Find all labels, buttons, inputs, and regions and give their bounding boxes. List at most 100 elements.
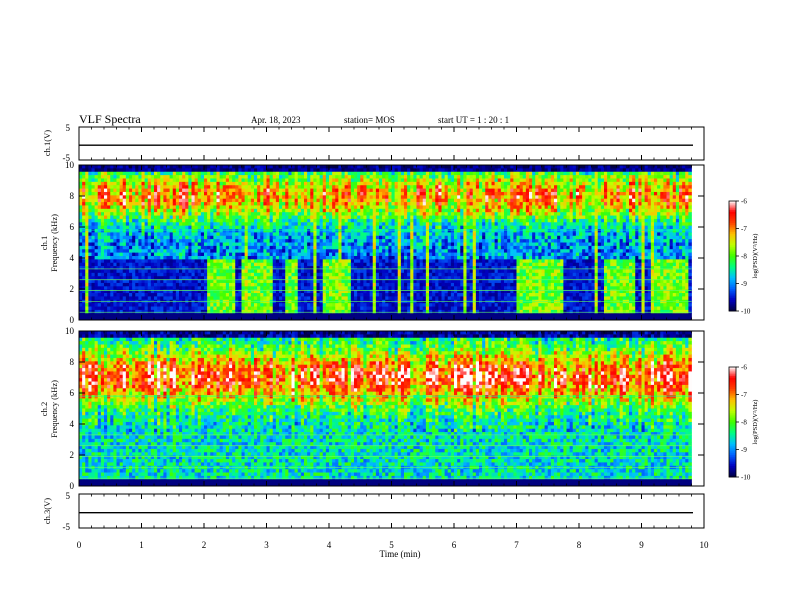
spectrogram-cell	[288, 293, 292, 297]
spectrogram-cell	[94, 286, 99, 291]
spectrogram-cell	[135, 279, 139, 284]
spectrogram-cell	[263, 309, 267, 314]
spectrogram-cell	[357, 249, 361, 253]
spectrogram-cell	[85, 266, 89, 270]
spectrogram-cell	[347, 239, 352, 243]
spectrogram-cell	[160, 316, 164, 321]
spectrogram-cell	[313, 239, 317, 243]
spectrogram-cell	[82, 175, 86, 179]
spectrogram-cell	[125, 222, 130, 226]
spectrogram-cell	[310, 245, 314, 250]
spectrogram-cell	[410, 171, 414, 176]
spectrogram-cell	[316, 313, 320, 317]
spectrogram-cell	[341, 225, 345, 230]
spectrogram-cell	[407, 309, 411, 314]
spectrogram-cell	[135, 208, 139, 213]
spectrogram-cell	[147, 286, 152, 291]
spectrogram-cell	[291, 276, 295, 280]
spectrogram-cell	[147, 175, 152, 179]
spectrogram-cell	[413, 202, 417, 206]
spectrogram-cell	[207, 276, 211, 280]
spectrogram-cell	[363, 296, 367, 301]
spectrogram-cell	[135, 303, 139, 307]
spectrogram-cell	[119, 286, 124, 291]
spectrogram-cell	[310, 225, 314, 230]
spectrogram-cell	[194, 282, 199, 287]
spectrogram-cell	[388, 252, 392, 257]
spectrogram-cell	[319, 309, 324, 314]
spectrogram-cell	[366, 316, 370, 321]
spectrogram-cell	[354, 266, 358, 270]
spectrogram-cell	[313, 225, 317, 230]
spectrogram-cell	[266, 276, 270, 280]
figure-title: VLF Spectra	[79, 112, 141, 126]
spectrogram-cell	[325, 165, 330, 169]
spectrogram-cell	[282, 168, 286, 173]
spectrogram-cell	[104, 185, 108, 189]
spectrogram-cell	[132, 208, 136, 213]
spectrogram-cell	[204, 195, 208, 200]
spectrogram-cell	[238, 266, 242, 270]
spectrogram-cell	[407, 181, 411, 186]
spectrogram-cell	[225, 296, 230, 301]
spectrogram-cell	[382, 168, 386, 173]
spectrogram-cell	[122, 235, 127, 240]
spectrogram-cell	[413, 222, 417, 226]
spectrogram-cell	[394, 175, 399, 179]
spectrogram-cell	[229, 218, 233, 223]
spectrogram-cell	[354, 242, 358, 247]
spectrogram-cell	[147, 178, 152, 183]
spectrogram-cell	[254, 313, 258, 317]
spectrogram-cell	[79, 175, 83, 179]
spectrogram-cell	[160, 282, 164, 287]
spectrogram-cell	[344, 245, 349, 250]
spectrogram-cell	[300, 171, 305, 176]
spectrogram-cell	[85, 272, 89, 277]
spectrogram-cell	[388, 188, 392, 193]
spectrogram-cell	[82, 218, 86, 223]
spectrogram-cell	[304, 282, 308, 287]
spectrogram-cell	[129, 205, 133, 210]
spectrogram-cell	[307, 279, 311, 284]
spectrogram-cell	[110, 309, 114, 314]
spectrogram-cell	[404, 188, 408, 193]
spectrogram-cell	[88, 313, 92, 317]
spectrogram-cell	[354, 262, 358, 267]
spectrogram-cell	[169, 171, 174, 176]
spectrogram-cell	[169, 262, 174, 267]
spectrogram-cell	[166, 185, 170, 189]
spectrogram-cell	[200, 208, 205, 213]
spectrogram-cell	[307, 185, 311, 189]
spectrogram-cell	[154, 235, 158, 240]
spectrogram-cell	[238, 208, 242, 213]
spectrogram-cell	[113, 272, 117, 277]
spectrogram-cell	[363, 286, 367, 291]
spectrogram-cell	[125, 293, 130, 297]
spectrogram-cell	[104, 245, 108, 250]
spectrogram-cell	[163, 178, 167, 183]
spectrogram-cell	[338, 309, 342, 314]
spectrogram-cell	[244, 306, 249, 311]
spectrogram-cell	[404, 249, 408, 253]
spectrogram-cell	[366, 286, 370, 291]
spectrogram-cell	[141, 309, 145, 314]
spectrogram-cell	[235, 198, 239, 203]
spectrogram-cell	[160, 272, 164, 277]
spectrogram-cell	[110, 289, 114, 294]
spectrogram-cell	[282, 205, 286, 210]
spectrogram-cell	[132, 289, 136, 294]
spectrogram-cell	[247, 171, 252, 176]
spectrogram-cell	[350, 229, 355, 233]
spectrogram-cell	[235, 266, 239, 270]
spectrogram-cell	[107, 181, 111, 186]
spectrogram-cell	[354, 205, 358, 210]
spectrogram-cell	[194, 259, 199, 264]
spectrogram-cell	[313, 229, 317, 233]
spectrogram-cell	[266, 279, 270, 284]
spectrogram-cell	[150, 202, 155, 206]
spectrogram-cell	[172, 316, 177, 321]
spectrogram-cell	[113, 222, 117, 226]
spectrogram-cell	[275, 195, 280, 200]
spectrogram-cell	[363, 252, 367, 257]
spectrogram-cell	[350, 235, 355, 240]
